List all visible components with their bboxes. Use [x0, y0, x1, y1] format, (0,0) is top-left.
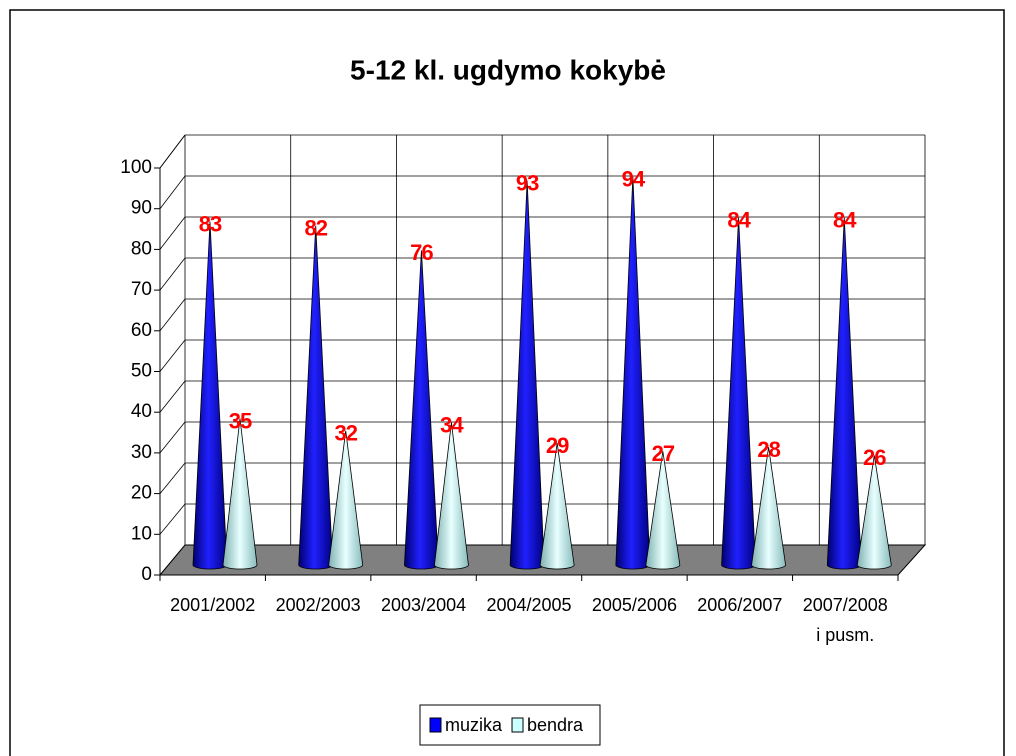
value-label: 27 — [652, 441, 675, 466]
cone — [298, 225, 334, 570]
cone — [826, 217, 862, 570]
cone — [222, 418, 258, 570]
x-tick-label: 2006/2007 — [697, 595, 783, 615]
value-label: 34 — [440, 412, 464, 437]
value-label: 93 — [516, 171, 539, 196]
y-tick-label: 30 — [131, 442, 152, 463]
y-tick-label: 20 — [131, 483, 152, 504]
grid-line — [159, 257, 186, 291]
value-label: 82 — [304, 216, 327, 241]
y-tick-label: 10 — [131, 523, 152, 544]
x-tick-label: 2005/2006 — [591, 595, 677, 615]
legend-label: muzika — [445, 715, 503, 735]
legend-box — [419, 704, 601, 746]
value-label: 83 — [199, 212, 222, 237]
legend-swatch — [511, 717, 524, 733]
cone — [539, 443, 575, 570]
grid-line — [159, 298, 186, 332]
y-tick-label: 70 — [131, 279, 152, 300]
cone — [434, 422, 469, 570]
value-label: 28 — [757, 437, 780, 462]
legend-swatch — [429, 717, 442, 733]
cone — [192, 221, 228, 570]
frame — [9, 9, 1005, 756]
legend-label: bendra — [527, 715, 584, 735]
x-tick-label: 2004/2005 — [486, 595, 572, 615]
value-label: 84 — [727, 207, 751, 232]
cone — [645, 451, 681, 570]
cone — [856, 455, 892, 570]
chart-title: 5-12 kl. ugdymo kokybė — [350, 54, 666, 85]
y-tick-label: 90 — [131, 198, 152, 219]
y-tick-label: 60 — [131, 320, 152, 341]
cone — [615, 176, 651, 570]
cone — [751, 447, 786, 570]
grid-line — [159, 421, 186, 454]
grid-line — [159, 339, 186, 372]
value-label: 35 — [229, 408, 252, 433]
y-tick-label: 100 — [120, 157, 152, 178]
x-tick-label: 2007/2008 i pusm. — [802, 595, 888, 645]
value-label: 84 — [833, 207, 857, 232]
value-label: 76 — [410, 240, 433, 265]
y-tick-label: 40 — [131, 401, 152, 422]
x-tick-label: 2003/2004 — [381, 595, 467, 615]
x-tick-label: 2002/2003 — [275, 595, 361, 615]
grid-line — [159, 134, 186, 169]
cone — [328, 430, 364, 570]
grid-line — [159, 380, 186, 413]
cone — [404, 250, 439, 570]
value-label: 26 — [863, 445, 886, 470]
y-tick-label: 50 — [131, 361, 152, 382]
grid-line — [159, 503, 186, 535]
y-tick-label: 80 — [131, 238, 152, 259]
value-label: 94 — [622, 166, 646, 191]
value-label: 29 — [546, 433, 569, 458]
x-tick-label: 2001/2002 — [170, 595, 256, 615]
grid-line — [159, 216, 186, 250]
cone — [721, 217, 756, 570]
grid-line — [159, 175, 186, 209]
value-label: 32 — [334, 421, 357, 446]
grid-line — [159, 462, 186, 494]
cone — [509, 180, 545, 570]
y-tick-label: 0 — [141, 564, 152, 585]
